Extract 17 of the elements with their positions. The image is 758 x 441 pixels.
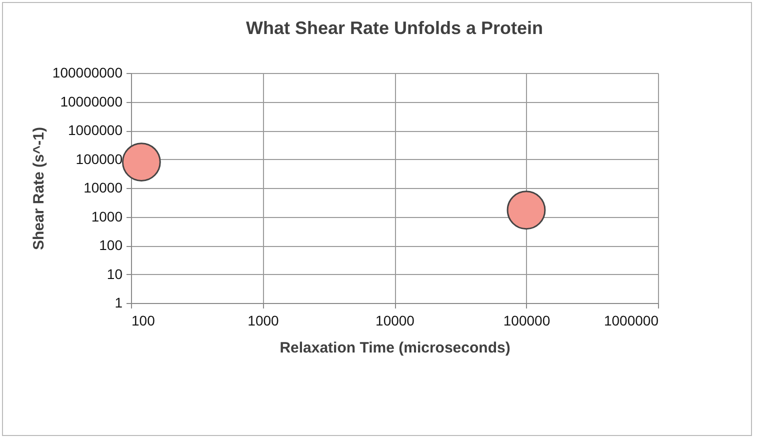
y-tick-label: 100000 — [76, 150, 123, 167]
x-tick-label: 100000 — [503, 312, 550, 328]
x-tick-label: 1000 — [248, 312, 280, 328]
y-tick-label: 100000000 — [52, 64, 123, 80]
x-tick-label: 1000000 — [604, 312, 659, 328]
y-tick-label: 1000000 — [68, 122, 123, 138]
y-tick-label: 1000 — [91, 208, 123, 224]
y-tick-label: 10 — [106, 266, 123, 282]
y-tick-label: 100 — [99, 237, 123, 253]
y-axis-title: Shear Rate (s^-1) — [30, 127, 48, 250]
x-tick-label: 10000 — [376, 312, 415, 328]
x-axis-title: Relaxation Time (microseconds) — [280, 340, 510, 356]
chart-title: What Shear Rate Unfolds a Protein — [246, 18, 544, 38]
y-tick-label: 10000000 — [60, 93, 123, 110]
y-tick-label: 1 — [114, 294, 123, 310]
y-tick-label: 10000 — [84, 180, 123, 196]
x-tick-label: 100 — [132, 312, 156, 328]
